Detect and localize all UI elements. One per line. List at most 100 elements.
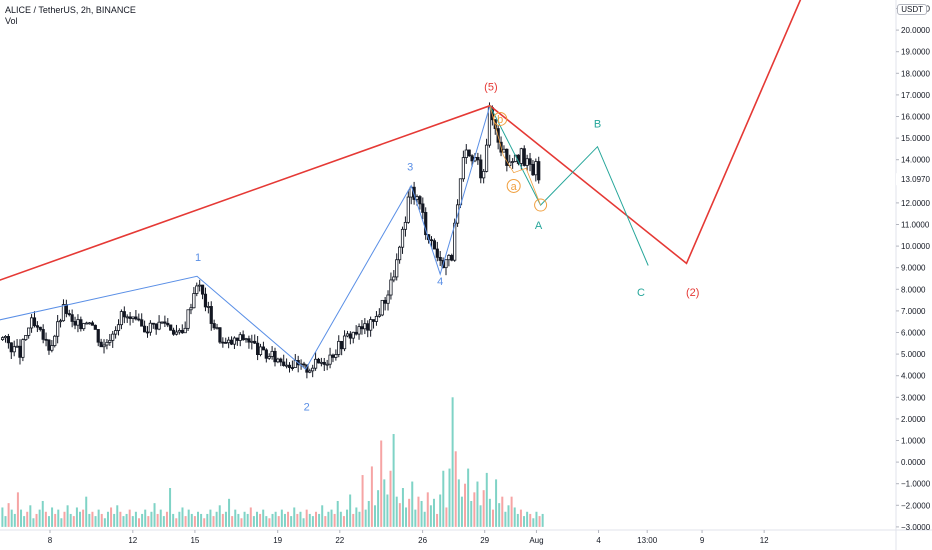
candle-body [467,149,471,157]
volume-bar [479,505,482,527]
candle-body [27,327,31,336]
candle-body [200,284,205,295]
volume-bar [246,513,249,527]
volume-bar [411,481,414,527]
candle-body [227,339,231,344]
candle-body [148,322,152,333]
candle-body [505,148,509,166]
wave-label-4: 4 [437,276,443,288]
y-tick-label: 6.0000 [901,329,926,338]
wave-label-3: 3 [407,162,413,174]
volume-bar [333,513,336,527]
volume-bar [476,481,479,527]
volume-bar [308,513,311,527]
currency-badge[interactable]: USDT [897,4,927,15]
volume-bar [113,513,116,527]
volume-bar [184,516,187,527]
volume-bar [271,513,274,527]
candle-body [151,322,155,325]
volume-bar [262,509,265,527]
candle-body [180,330,184,334]
candle-body [537,161,541,181]
volume-bar [367,500,370,527]
candle-body [319,361,323,364]
volume-bar [16,492,19,527]
candle-body [285,364,289,367]
volume-bar [358,511,361,527]
candle-body [15,345,19,348]
volume-bar [66,505,69,527]
volume-bar [513,507,516,527]
candle-body [386,294,390,304]
candle-body [221,341,225,344]
candle-body [160,321,164,324]
volume-bar [389,470,392,527]
wave-label-2: 2 [304,401,310,413]
candle-body [238,334,242,341]
volume-bar [221,513,224,527]
candle-body [345,333,350,337]
volume-bar [190,513,193,527]
volume-bar [131,516,134,527]
volume-bar [1,507,4,527]
candle-body [415,196,419,200]
volume-bar [26,511,29,527]
volume-bar [501,496,504,527]
volume-bar [491,509,494,527]
x-tick-label: 8 [48,536,53,545]
volume-bar [79,511,82,527]
candle-body [58,320,63,323]
volume-bar [482,490,485,527]
candle-body [383,299,387,304]
candle-body [119,311,124,326]
candle-body [195,285,199,294]
volume-bar [85,496,88,527]
candle-body [360,326,364,330]
candle-body [198,284,202,287]
volume-bar [72,516,75,527]
volume-bar [395,496,398,527]
volume-bar [495,479,498,527]
volume-bar [38,509,41,527]
volume-bar [237,513,240,527]
candle-body [247,338,251,343]
volume-bar [97,509,100,527]
candle-body [38,326,42,330]
candle-body [406,196,410,223]
x-tick-label: 13:00 [637,536,658,545]
candle-body [424,212,428,236]
candle-body [389,279,393,296]
volume-bar [523,516,526,527]
x-tick-label: 15 [190,536,199,545]
volume-bar [165,511,168,527]
candle-body [82,323,86,330]
candle-body [432,240,436,250]
candle-body [73,321,77,326]
candle-body [56,321,60,337]
volume-bar [321,505,324,527]
candle-body [308,370,312,373]
candle-body [3,336,8,339]
volume-bar [516,513,519,527]
volume-bar [327,511,330,527]
volume-bar [283,513,286,527]
volume-bar [504,511,507,527]
volume-bar [212,516,215,527]
volume-bar [349,494,352,527]
volume-bar [529,513,532,527]
candle-body [125,316,129,319]
volume-bar [44,511,47,527]
candle-body [70,314,74,322]
volume-bar [305,509,308,527]
candle-body [371,319,376,322]
candle-body [140,319,144,327]
candle-body [29,317,34,329]
volume-bar [386,494,389,527]
candle-body [93,324,97,330]
volume-bar [153,503,156,527]
volume-bar [314,511,317,527]
volume-bar [370,466,373,527]
candle-body [374,315,379,322]
volume-bar [302,518,305,527]
